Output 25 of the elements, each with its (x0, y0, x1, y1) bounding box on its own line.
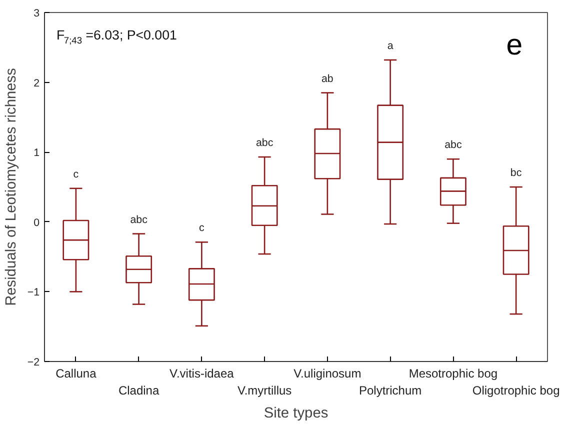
annotation: a (387, 40, 394, 52)
y-tick-label: 1 (34, 147, 40, 160)
annotation: abc (444, 139, 462, 152)
x-tick-label: Calluna (56, 366, 97, 380)
annotation: bc (510, 167, 522, 179)
y-tick-label: −2 (27, 356, 40, 368)
y-tick-label: 2 (34, 77, 40, 90)
annotation: ab (322, 72, 334, 85)
annotation: c (199, 222, 206, 234)
x-axis-title: Site types (264, 405, 328, 422)
annotation: abc (130, 214, 148, 226)
y-tick-label: −1 (27, 286, 40, 299)
y-axis-title: Residuals of Leotiomycetes richness (3, 68, 20, 306)
x-tick-label: Polytrichum (358, 383, 422, 398)
x-tick-label: Cladina (118, 383, 160, 398)
y-tick-label: 3 (34, 8, 40, 20)
x-tick-label: Mesotrophic bog (408, 366, 498, 380)
y-tick-label: 0 (34, 216, 40, 229)
x-tick-label: V.vitis-idaea (170, 366, 234, 380)
x-tick-label: V.uliginosum (294, 366, 362, 380)
annotation: e (506, 28, 522, 62)
annotation: abc (256, 136, 274, 149)
x-tick-label: Oligotrophic bog (472, 383, 560, 398)
x-tick-label: V.myrtillus (237, 383, 292, 398)
annotation: c (73, 168, 80, 180)
